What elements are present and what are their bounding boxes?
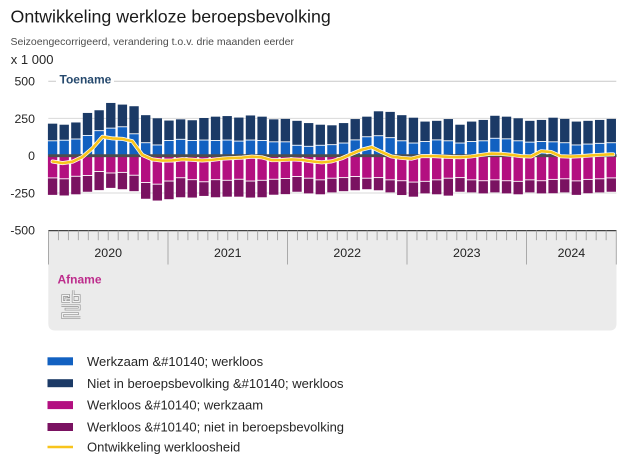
svg-text:Afname: Afname <box>58 272 102 286</box>
svg-text:Werkloos &#10140; werkzaam: Werkloos &#10140; werkzaam <box>87 398 263 413</box>
svg-text:Seizoengecorrigeerd, veranderi: Seizoengecorrigeerd, verandering t.o.v. … <box>11 36 295 48</box>
svg-text:Ontwikkeling werkloze beroepsb: Ontwikkeling werkloze beroepsbevolking <box>11 6 331 26</box>
svg-text:0: 0 <box>28 149 35 163</box>
svg-text:2024: 2024 <box>558 246 586 260</box>
svg-text:250: 250 <box>14 112 35 126</box>
svg-text:x 1 000: x 1 000 <box>11 52 54 67</box>
svg-text:Werkloos &#10140; niet in bero: Werkloos &#10140; niet in beroepsbevolki… <box>87 420 344 435</box>
svg-text:Toename: Toename <box>60 73 112 87</box>
svg-text:2023: 2023 <box>453 246 481 260</box>
svg-text:2021: 2021 <box>214 246 242 260</box>
svg-text:2022: 2022 <box>333 246 361 260</box>
svg-text:Werkzaam &#10140; werkloos: Werkzaam &#10140; werkloos <box>87 354 264 369</box>
svg-text:Ontwikkeling werkloosheid: Ontwikkeling werkloosheid <box>87 440 240 455</box>
svg-text:-250: -250 <box>10 186 35 200</box>
svg-text:-500: -500 <box>10 224 35 238</box>
svg-text:Niet in beroepsbevolking &#101: Niet in beroepsbevolking &#10140; werklo… <box>87 376 344 391</box>
svg-text:2020: 2020 <box>94 246 122 260</box>
svg-text:500: 500 <box>14 75 35 89</box>
